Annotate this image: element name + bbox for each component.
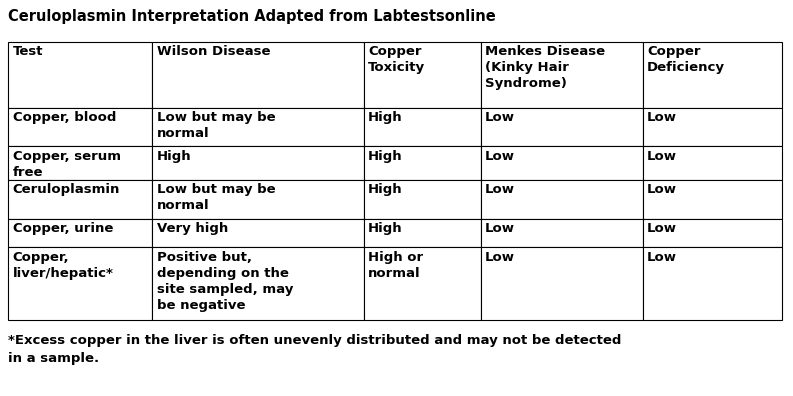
Text: Very high: Very high — [157, 223, 228, 235]
Bar — [363, 180, 481, 219]
Text: High: High — [368, 111, 403, 124]
Text: Menkes Disease
(Kinky Hair
Syndrome): Menkes Disease (Kinky Hair Syndrome) — [485, 45, 605, 90]
Bar — [642, 219, 782, 248]
Bar — [363, 108, 481, 147]
Bar — [642, 147, 782, 180]
Text: Copper
Deficiency: Copper Deficiency — [647, 45, 725, 74]
Text: Copper, blood: Copper, blood — [13, 111, 116, 124]
Text: Copper, serum
free: Copper, serum free — [13, 150, 121, 179]
Bar — [8, 147, 152, 180]
Text: High: High — [157, 150, 191, 163]
Bar — [152, 42, 363, 108]
Text: High or
normal: High or normal — [368, 251, 423, 280]
Text: Low: Low — [647, 111, 677, 124]
Bar — [8, 219, 152, 248]
Text: Copper, urine: Copper, urine — [13, 223, 113, 235]
Bar — [642, 180, 782, 219]
Text: Low: Low — [647, 183, 677, 196]
Text: Low: Low — [647, 150, 677, 163]
Text: Ceruloplasmin: Ceruloplasmin — [13, 183, 120, 196]
Bar — [642, 42, 782, 108]
Bar — [481, 42, 642, 108]
Text: Low: Low — [485, 150, 515, 163]
Bar — [363, 219, 481, 248]
Text: Wilson Disease: Wilson Disease — [157, 45, 270, 58]
Bar — [642, 108, 782, 147]
Bar — [642, 248, 782, 320]
Text: Low: Low — [485, 223, 515, 235]
Text: Low: Low — [647, 223, 677, 235]
Text: Positive but,
depending on the
site sampled, may
be negative: Positive but, depending on the site samp… — [157, 251, 293, 312]
Bar — [363, 248, 481, 320]
Bar — [8, 42, 152, 108]
Text: Low: Low — [647, 251, 677, 264]
Bar — [8, 180, 152, 219]
Bar — [152, 219, 363, 248]
Bar — [363, 147, 481, 180]
Text: Low but may be
normal: Low but may be normal — [157, 183, 275, 212]
Text: *Excess copper in the liver is often unevenly distributed and may not be detecte: *Excess copper in the liver is often une… — [8, 334, 622, 365]
Text: Copper
Toxicity: Copper Toxicity — [368, 45, 425, 74]
Text: High: High — [368, 183, 403, 196]
Text: Copper,
liver/hepatic*: Copper, liver/hepatic* — [13, 251, 113, 280]
Bar — [481, 180, 642, 219]
Bar — [152, 108, 363, 147]
Text: Ceruloplasmin Interpretation Adapted from Labtestsonline: Ceruloplasmin Interpretation Adapted fro… — [8, 9, 496, 24]
Text: Low: Low — [485, 111, 515, 124]
Bar — [481, 219, 642, 248]
Bar — [8, 108, 152, 147]
Bar — [8, 248, 152, 320]
Bar — [363, 42, 481, 108]
Text: Test: Test — [13, 45, 43, 58]
Text: Low but may be
normal: Low but may be normal — [157, 111, 275, 140]
Bar — [481, 248, 642, 320]
Text: Low: Low — [485, 251, 515, 264]
Bar — [481, 147, 642, 180]
Text: High: High — [368, 223, 403, 235]
Bar — [152, 147, 363, 180]
Text: Low: Low — [485, 183, 515, 196]
Bar — [481, 108, 642, 147]
Text: High: High — [368, 150, 403, 163]
Bar — [152, 180, 363, 219]
Bar — [152, 248, 363, 320]
